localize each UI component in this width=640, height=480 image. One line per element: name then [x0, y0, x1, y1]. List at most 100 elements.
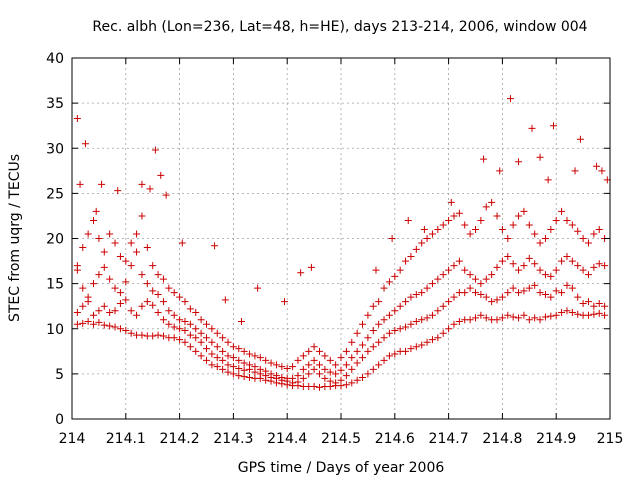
data-point	[488, 198, 496, 206]
data-point	[525, 284, 533, 292]
data-point	[579, 266, 587, 274]
data-point	[197, 338, 205, 346]
data-point	[439, 302, 447, 310]
y-tick-label: 0	[55, 412, 64, 428]
data-point	[342, 361, 350, 369]
data-point	[450, 262, 458, 270]
data-point	[116, 253, 124, 261]
data-point	[122, 257, 130, 265]
data-point	[547, 225, 555, 233]
data-point	[127, 329, 135, 337]
data-point	[186, 305, 194, 313]
data-point	[111, 284, 119, 292]
data-point	[568, 309, 576, 317]
data-point	[283, 364, 291, 372]
data-point	[461, 289, 469, 297]
data-point	[547, 293, 555, 301]
data-point	[81, 140, 89, 148]
data-point	[95, 307, 103, 315]
data-point	[149, 287, 157, 295]
data-point	[364, 370, 372, 378]
data-point	[251, 363, 259, 371]
data-point	[235, 345, 243, 353]
data-point	[176, 325, 184, 333]
data-point	[531, 314, 539, 322]
data-point	[170, 334, 178, 342]
data-point	[211, 242, 219, 250]
x-tick-label: 214.4	[267, 431, 307, 447]
data-point	[498, 293, 506, 301]
data-point	[531, 230, 539, 238]
data-point	[402, 298, 410, 306]
data-point	[380, 334, 388, 342]
data-point	[100, 302, 108, 310]
data-point	[498, 314, 506, 322]
data-point	[192, 347, 200, 355]
data-point	[170, 323, 178, 331]
data-point	[385, 278, 393, 286]
data-point	[404, 216, 412, 224]
data-point	[359, 373, 367, 381]
data-point	[133, 311, 141, 319]
data-point	[434, 225, 442, 233]
data-point	[418, 289, 426, 297]
data-point	[552, 266, 560, 274]
data-point	[84, 230, 92, 238]
data-point	[584, 311, 592, 319]
data-point	[574, 262, 582, 270]
chart-title: Rec. albh (Lon=236, Lat=48, h=HE), days …	[92, 19, 587, 35]
data-point	[445, 266, 453, 274]
data-point	[310, 383, 318, 391]
data-point	[407, 345, 415, 353]
data-point	[272, 361, 280, 369]
data-point	[262, 367, 270, 375]
data-point	[574, 293, 582, 301]
data-point	[493, 316, 501, 324]
data-point	[590, 230, 598, 238]
data-point	[412, 290, 420, 298]
data-point	[267, 370, 275, 378]
data-point	[114, 187, 122, 195]
data-point	[472, 289, 479, 297]
data-point	[375, 320, 383, 328]
data-point	[402, 257, 410, 265]
data-point	[310, 365, 318, 373]
data-point	[477, 311, 485, 319]
data-point	[138, 212, 146, 220]
data-point	[294, 378, 302, 386]
data-point	[92, 207, 100, 215]
y-tick-label: 25	[46, 186, 64, 202]
data-point	[584, 298, 592, 306]
data-point	[450, 320, 458, 328]
data-point	[369, 365, 377, 373]
data-point	[493, 263, 501, 271]
data-point	[170, 289, 178, 297]
data-point	[149, 301, 157, 309]
data-point	[151, 146, 159, 154]
data-point	[498, 257, 506, 265]
data-point	[531, 281, 539, 289]
data-point	[221, 296, 229, 304]
data-point	[515, 212, 523, 220]
data-point	[254, 284, 262, 292]
data-point	[547, 272, 555, 280]
data-point	[515, 314, 523, 322]
data-point	[353, 376, 361, 384]
data-point	[197, 352, 205, 360]
data-point	[434, 275, 442, 283]
data-point	[138, 331, 146, 339]
data-point	[256, 354, 264, 362]
data-point	[294, 372, 302, 380]
data-point	[466, 284, 474, 292]
data-point	[281, 298, 289, 306]
data-point	[181, 298, 189, 306]
data-point	[402, 323, 410, 331]
data-point	[541, 290, 549, 298]
data-point	[127, 239, 135, 247]
data-point	[385, 329, 393, 337]
data-point	[568, 257, 576, 265]
data-point	[224, 352, 232, 360]
data-point	[208, 338, 216, 346]
data-point	[73, 114, 81, 122]
